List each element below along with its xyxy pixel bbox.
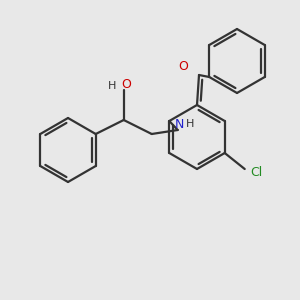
- Text: N: N: [175, 118, 184, 130]
- Text: H: H: [107, 81, 116, 91]
- Text: H: H: [185, 119, 194, 129]
- Text: O: O: [178, 61, 188, 74]
- Text: Cl: Cl: [251, 167, 263, 179]
- Text: O: O: [121, 77, 131, 91]
